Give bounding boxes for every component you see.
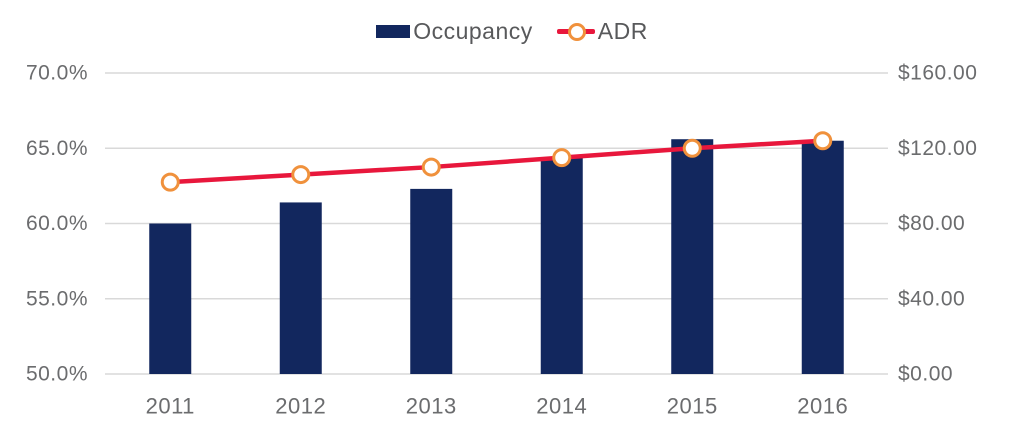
right-axis-tick-label: $120.00 (898, 137, 977, 160)
left-axis-tick-label: 50.0% (26, 363, 88, 386)
adr-marker-2012 (291, 165, 311, 185)
adr-marker-2011 (160, 172, 180, 192)
occupancy-bar-2013 (410, 188, 453, 374)
adr-marker-2014 (552, 148, 572, 168)
right-axis-tick-label: $40.00 (898, 287, 965, 310)
x-axis-label-2013: 2013 (406, 394, 457, 419)
left-axis-tick-label: 65.0% (26, 137, 88, 160)
left-axis-tick-label: 70.0% (26, 62, 88, 85)
occupancy-bar-2015 (671, 139, 714, 374)
right-axis-tick-label: $0.00 (898, 363, 953, 386)
occupancy-bar-2016 (801, 140, 844, 374)
adr-ring-swatch (567, 23, 586, 41)
right-axis-tick-label: $160.00 (898, 62, 977, 85)
left-axis-tick-label: 55.0% (26, 287, 88, 310)
occupancy-bar-2011 (149, 223, 192, 374)
left-axis-tick-label: 60.0% (26, 212, 88, 235)
legend-item-adr: ADR (556, 17, 648, 45)
legend-item-occupancy: Occupancy (376, 18, 533, 45)
adr-marker-2016 (813, 131, 833, 151)
occupancy-swatch-icon (376, 24, 411, 38)
adr-legend-label: ADR (597, 17, 648, 44)
adr-marker-2013 (421, 157, 441, 177)
adr-line-marker-icon (556, 22, 595, 41)
x-axis-label-2014: 2014 (536, 394, 587, 419)
x-axis-label-2015: 2015 (667, 394, 718, 419)
occupancy-bar-2012 (279, 202, 322, 374)
x-axis-label-2016: 2016 (797, 394, 848, 419)
adr-line (168, 138, 825, 185)
occupancy-bar-2014 (540, 157, 583, 374)
occupancy-legend-label: Occupancy (413, 17, 533, 44)
chart-legend: Occupancy ADR (0, 14, 1024, 48)
x-axis-label-2011: 2011 (146, 394, 195, 419)
adr-marker-2015 (682, 138, 702, 158)
right-axis-tick-label: $80.00 (898, 212, 965, 235)
x-axis-label-2012: 2012 (275, 394, 326, 419)
